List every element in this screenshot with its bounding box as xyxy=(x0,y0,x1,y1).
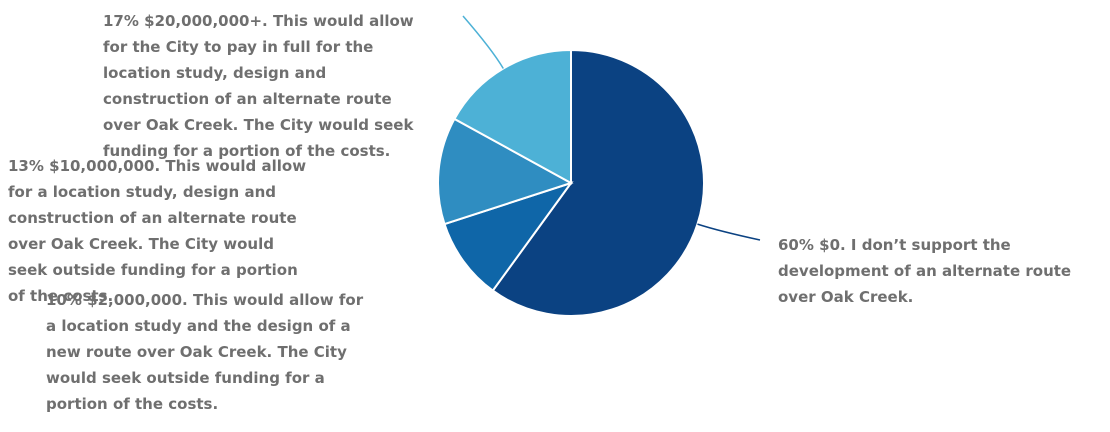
pie-slice-0 xyxy=(491,48,705,317)
slices-group xyxy=(437,48,705,317)
slice-label-1: 10% $2,000,000. This would allow for a l… xyxy=(46,291,364,413)
pie-slice-3 xyxy=(453,48,572,185)
pie-slice-1 xyxy=(443,181,574,292)
slice-label-3: 17% $20,000,000+. This would allow for t… xyxy=(103,12,414,160)
slice-label-0: 60% $0. I don’t support the development … xyxy=(778,236,1072,306)
leader-line-0 xyxy=(697,223,761,241)
slice-label-2: 13% $10,000,000. This would allow for a … xyxy=(8,157,307,305)
leader-line-3 xyxy=(462,15,504,69)
pie-slice-2 xyxy=(437,117,574,226)
leader-lines-group xyxy=(462,15,761,241)
